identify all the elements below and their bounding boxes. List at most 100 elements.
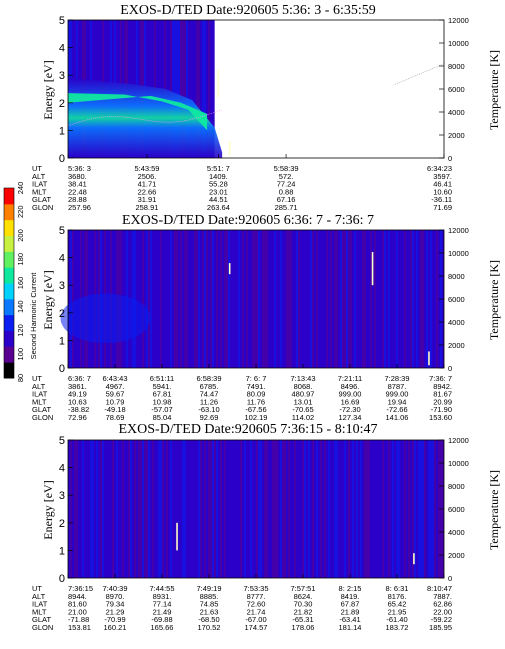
panel-3-y2label: Temperature [K] bbox=[487, 470, 501, 550]
orbit-table-cell: 78.69 bbox=[106, 413, 125, 422]
spectrogram-column bbox=[378, 440, 380, 578]
spectrogram-column bbox=[216, 230, 218, 368]
spectrogram-column bbox=[384, 440, 386, 578]
spectrogram-column bbox=[384, 230, 386, 368]
colorbar-tick-label: 120 bbox=[16, 324, 25, 337]
spectrogram-column bbox=[416, 230, 418, 368]
spectrogram-column bbox=[402, 440, 404, 578]
orbit-table-cell: 21.82 bbox=[294, 607, 313, 616]
orbit-table-cell: -72.30 bbox=[339, 405, 360, 414]
spectrogram-column bbox=[104, 440, 106, 578]
spectrogram-column bbox=[396, 440, 398, 578]
orbit-table-cell: 153.60 bbox=[429, 413, 452, 422]
spectrogram-column bbox=[246, 230, 248, 368]
orbit-table-cell: 8419. bbox=[341, 592, 360, 601]
spectrogram-column bbox=[314, 230, 316, 368]
spectrogram-column bbox=[354, 440, 356, 578]
spectrogram-column bbox=[346, 230, 348, 368]
spectrogram-column bbox=[206, 20, 208, 158]
spectrogram-column bbox=[96, 440, 98, 578]
spectrogram-column bbox=[422, 230, 424, 368]
panel-2-plot: 0 1 2 3 4 5 0 2000 4000 6000 8000 10000 12000 bbox=[59, 225, 469, 375]
orbit-table-cell: 10.60 bbox=[433, 187, 452, 196]
spectrogram-column bbox=[338, 230, 340, 368]
spectrogram-column bbox=[198, 230, 200, 368]
orbit-table-cell: 285.71 bbox=[275, 203, 298, 212]
spectrogram-column bbox=[84, 440, 86, 578]
colorbar-ticks: 80 100 120 140 160 180 200 220 240 bbox=[16, 182, 25, 382]
spectrogram-column bbox=[288, 440, 290, 578]
spectrogram-column bbox=[436, 440, 438, 578]
orbit-table-cell: 999.00 bbox=[386, 390, 409, 399]
spectrogram-column bbox=[330, 440, 332, 578]
spectrogram-column bbox=[244, 230, 246, 368]
spectrogram-column bbox=[142, 440, 144, 578]
spectrogram-column bbox=[212, 230, 214, 368]
spectrogram-column bbox=[196, 230, 198, 368]
spectrogram-column bbox=[428, 230, 430, 368]
spectrogram-column bbox=[418, 440, 420, 578]
spectrogram-column bbox=[312, 230, 314, 368]
spectrogram-column bbox=[270, 230, 272, 368]
spectrogram-column bbox=[242, 440, 244, 578]
colorbar-frame bbox=[3, 187, 15, 379]
spectrogram-column bbox=[346, 440, 348, 578]
spectrogram-column bbox=[180, 440, 182, 578]
spectrogram-column bbox=[256, 230, 258, 368]
orbit-table-cell: 5:58:39 bbox=[274, 164, 299, 173]
orbit-table-cell: 2506. bbox=[138, 172, 157, 181]
spectrogram-column bbox=[114, 440, 116, 578]
orbit-table-cell: 21.95 bbox=[388, 607, 407, 616]
spectrogram-column bbox=[158, 440, 160, 578]
orbit-table-cell: 46.41 bbox=[433, 180, 452, 189]
spectrogram-column bbox=[380, 230, 382, 368]
spectrogram-column bbox=[136, 230, 138, 368]
spectrogram-column bbox=[344, 230, 346, 368]
spectrogram-column bbox=[88, 440, 90, 578]
spectrogram-column bbox=[336, 440, 338, 578]
spectrogram-column bbox=[172, 230, 174, 368]
spectrogram-column bbox=[74, 440, 76, 578]
spectrogram-column bbox=[308, 230, 310, 368]
orbit-table-cell: 20.99 bbox=[433, 397, 452, 406]
orbit-table-cell: 7:53:35 bbox=[243, 584, 268, 593]
spectrogram-column bbox=[370, 230, 372, 368]
y-tick-label: 0 bbox=[59, 153, 65, 165]
spectrogram-column bbox=[202, 20, 204, 158]
spectrogram-column bbox=[168, 20, 170, 158]
y2-tick-label: 4000 bbox=[448, 528, 465, 537]
orbit-table-cell: 5:43:59 bbox=[134, 164, 159, 173]
spectrogram-column bbox=[276, 230, 278, 368]
spectrogram-column bbox=[368, 230, 370, 368]
spectrogram-column bbox=[112, 440, 114, 578]
panel-2-ylabel: Energy [eV] bbox=[41, 270, 55, 329]
orbit-table-cell: -38.82 bbox=[68, 405, 89, 414]
orbit-table-cell: 80.09 bbox=[247, 390, 266, 399]
orbit-table-cell: 174.57 bbox=[245, 623, 268, 632]
orbit-table-cell: 70.30 bbox=[294, 600, 313, 609]
spectrogram-column bbox=[266, 230, 268, 368]
orbit-table-cell: -61.40 bbox=[386, 615, 407, 624]
orbit-table-cell: 41.71 bbox=[138, 180, 157, 189]
spectrogram-column bbox=[286, 230, 288, 368]
spectrogram-column bbox=[436, 230, 438, 368]
spectrogram-column bbox=[220, 230, 222, 368]
orbit-table-cell: 10.63 bbox=[68, 397, 87, 406]
spectrogram-column bbox=[412, 440, 414, 578]
spectrogram-column bbox=[232, 230, 234, 368]
colorbar-tick-label: 180 bbox=[16, 253, 25, 266]
orbit-table-cell: 21.74 bbox=[247, 607, 266, 616]
spectrogram-column bbox=[156, 230, 158, 368]
spectrogram-column bbox=[392, 230, 394, 368]
y-tick-label: 1 bbox=[59, 125, 65, 137]
orbit-table-cell: 7:44:55 bbox=[149, 584, 174, 593]
spectrogram-column bbox=[362, 440, 364, 578]
spectrogram-column bbox=[208, 230, 210, 368]
orbit-table-label: GLON bbox=[32, 203, 53, 212]
spectrogram-column bbox=[376, 230, 378, 368]
orbit-table-cell: 10.98 bbox=[153, 397, 172, 406]
orbit-table-cell: 5:51: 7 bbox=[207, 164, 230, 173]
orbit-table-label: UT bbox=[32, 584, 42, 593]
orbit-table-cell: 572. bbox=[279, 172, 294, 181]
panel-3-title: EXOS-D/TED Date:920605 7:36:15 - 8:10:47 bbox=[119, 422, 378, 437]
